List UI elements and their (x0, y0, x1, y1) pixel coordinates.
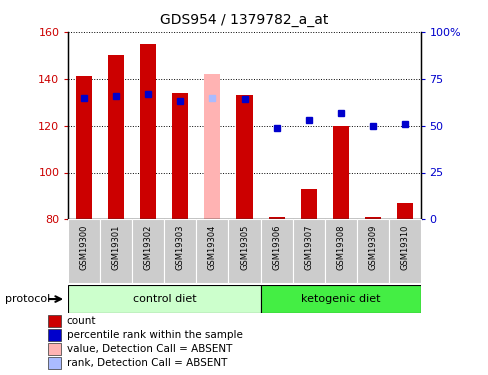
Text: count: count (66, 316, 96, 326)
Bar (172, 93, 188, 219)
Bar (204, 74, 220, 219)
Text: GSM19301: GSM19301 (112, 225, 121, 270)
Text: ketogenic diet: ketogenic diet (300, 294, 380, 304)
Text: GSM19303: GSM19303 (176, 225, 184, 270)
Text: GSM19306: GSM19306 (271, 225, 281, 270)
Bar (356, 219, 388, 283)
Text: protocol: protocol (5, 294, 50, 304)
Bar (196, 219, 228, 283)
Bar (364, 217, 380, 219)
Bar (68, 285, 260, 313)
Bar (140, 44, 156, 219)
Bar (48, 357, 61, 369)
Bar (300, 189, 316, 219)
Bar (76, 76, 92, 219)
Text: control diet: control diet (132, 294, 196, 304)
Bar (324, 219, 356, 283)
Bar (100, 219, 132, 283)
Text: GSM19304: GSM19304 (207, 225, 217, 270)
Bar (260, 285, 420, 313)
Text: percentile rank within the sample: percentile rank within the sample (66, 330, 242, 340)
Text: GSM19307: GSM19307 (304, 225, 312, 270)
Text: GSM19308: GSM19308 (335, 225, 345, 270)
Text: GSM19309: GSM19309 (367, 225, 376, 270)
Text: GSM19300: GSM19300 (80, 225, 89, 270)
Bar (396, 203, 412, 219)
Text: GSM19302: GSM19302 (143, 225, 153, 270)
Bar (68, 219, 100, 283)
Bar (332, 126, 348, 219)
Bar (268, 217, 284, 219)
Text: GSM19305: GSM19305 (240, 225, 248, 270)
Text: GDS954 / 1379782_a_at: GDS954 / 1379782_a_at (160, 13, 328, 27)
Text: rank, Detection Call = ABSENT: rank, Detection Call = ABSENT (66, 358, 226, 368)
Bar (48, 344, 61, 355)
Bar (48, 315, 61, 327)
Bar (164, 219, 196, 283)
Text: GSM19310: GSM19310 (399, 225, 408, 270)
Bar (236, 95, 252, 219)
Bar (48, 329, 61, 340)
Bar (132, 219, 164, 283)
Bar (292, 219, 324, 283)
Bar (388, 219, 420, 283)
Bar (108, 56, 124, 219)
Bar (228, 219, 260, 283)
Bar (260, 219, 292, 283)
Text: value, Detection Call = ABSENT: value, Detection Call = ABSENT (66, 344, 231, 354)
